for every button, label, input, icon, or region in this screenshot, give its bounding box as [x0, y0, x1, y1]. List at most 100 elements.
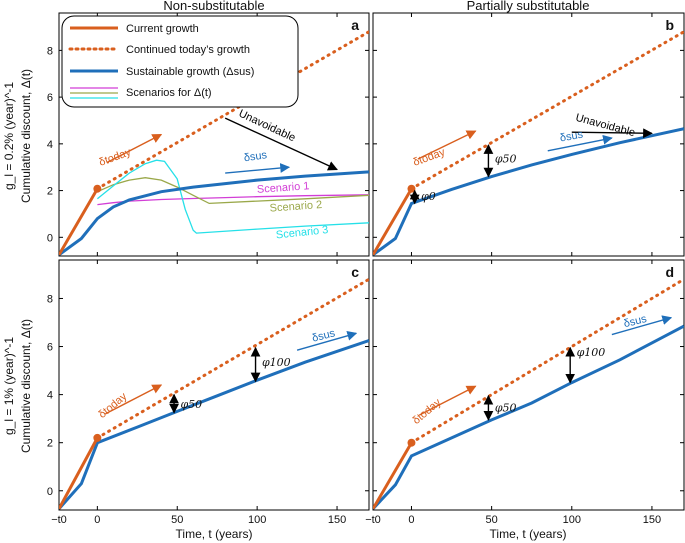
- unavoidable-arrow: [224, 117, 338, 171]
- delta-sus-label: δsus: [311, 327, 337, 344]
- series-continued-growth: [95, 30, 369, 191]
- y-tick-label: 6: [47, 92, 53, 104]
- delta-sus-label: δsus: [623, 313, 649, 330]
- delta-today-arrow: [417, 130, 477, 160]
- scenario-2-label: Scenario 2: [269, 199, 322, 215]
- panel-frame: [58, 259, 370, 511]
- legend: Current growth Continued today’s growth …: [61, 15, 299, 108]
- series-scenario-1: [97, 194, 369, 206]
- plot-area: [59, 30, 369, 256]
- today-point: [407, 438, 416, 447]
- ylabel-bottom-text: Cumulative discount, Δ(t): [19, 319, 33, 453]
- y-tick-label: 2: [47, 438, 53, 450]
- x-tick-label: 0: [94, 514, 100, 526]
- panel-letter: c: [351, 264, 359, 280]
- legend-label-continued: Continued today’s growth: [126, 44, 250, 56]
- series-scenario-3: [96, 159, 369, 234]
- y-tick-label: 2: [47, 186, 53, 198]
- delta-sus-label: δsus: [243, 149, 268, 164]
- unavoidable-label: Unavoidable: [237, 108, 297, 145]
- y-tick-label: 0: [47, 232, 53, 244]
- ylabel-top: Cumulative discount, Δ(t): [19, 69, 33, 203]
- scenario-1-label: Scenario 1: [257, 180, 310, 196]
- series-continued-growth: [410, 277, 684, 445]
- y-tick-label: 8: [47, 45, 53, 57]
- y-tick-label: 4: [47, 390, 53, 402]
- delta-today-arrow: [105, 384, 163, 415]
- delta-today-arrow: [106, 133, 163, 164]
- phi0-label: φ0: [421, 190, 436, 203]
- x-tick-label: 100: [563, 514, 581, 526]
- today-point: [93, 433, 102, 442]
- delta-today-label: δtoday: [97, 146, 133, 169]
- panel-letter: d: [665, 264, 674, 280]
- delta-today-label: δtoday: [410, 396, 443, 427]
- series-sustainable-growth: [59, 170, 369, 256]
- x-tick-label: 50: [171, 514, 183, 526]
- unavoidable-arrow: [571, 128, 653, 139]
- row-label-top-text: g_l = 0.2% (year)^-1: [2, 82, 16, 190]
- legend-label-current: Current growth: [126, 23, 199, 35]
- series-current-growth: [373, 441, 413, 510]
- plot-area: [373, 277, 684, 510]
- xlabel-right: Time, t (years): [490, 527, 567, 541]
- ylabel-bottom: Cumulative discount, Δ(t): [19, 319, 33, 453]
- delta-today-arrow: [419, 385, 477, 416]
- panel-letter: a: [351, 17, 359, 33]
- panel-frame: [58, 12, 370, 257]
- column-title-non-substitutable: Non-substitutable: [163, 0, 264, 13]
- panel-c: c −t0 0 50 100 150 0 2 4 6 8 δtoday δsus φ50 φ100: [47, 259, 370, 526]
- x-tick-label: −t0: [51, 514, 67, 526]
- x-tick-label: 50: [486, 514, 498, 526]
- ylabel-top-text: Cumulative discount, Δ(t): [19, 69, 33, 203]
- delta-sus-arrow: [547, 134, 613, 152]
- row-label-top: g_l = 0.2% (year)^-1: [2, 82, 16, 190]
- phi50-label: φ50: [495, 401, 517, 414]
- delta-sus-arrow: [225, 163, 291, 174]
- series-scenario-2: [97, 177, 369, 205]
- column-title-partially-substitutable: Partially substitutable: [467, 0, 590, 13]
- series-continued-growth: [410, 30, 684, 191]
- row-label-bottom-text: g_l = 1% (year)^-1: [2, 337, 16, 435]
- y-tick-label: 0: [47, 486, 53, 498]
- phi50-label: φ50: [180, 398, 202, 411]
- legend-box: [61, 15, 299, 108]
- today-point: [93, 184, 102, 193]
- x-tick-label: 100: [248, 514, 266, 526]
- panel-letter: b: [665, 17, 674, 33]
- phi100-label: φ100: [577, 346, 606, 359]
- panel-d: d −t0 0 50 100 150 δtoday δsus φ50 φ100: [365, 259, 685, 526]
- delta-sus-label: δsus: [559, 129, 584, 145]
- panel-frame: [372, 12, 685, 257]
- x-tick-label: 150: [643, 514, 661, 526]
- legend-label-sustainable: Sustainable growth (Δsus): [126, 66, 254, 78]
- x-tick-label: 0: [408, 514, 414, 526]
- legend-label-scenarios: Scenarios for Δ(t): [126, 87, 212, 99]
- delta-sus-arrow: [296, 331, 358, 351]
- series-sustainable-growth: [373, 127, 684, 256]
- series-continued-growth: [95, 277, 369, 440]
- x-tick-label: 150: [328, 514, 346, 526]
- row-label-bottom: g_l = 1% (year)^-1: [2, 337, 16, 435]
- series-current-growth: [59, 437, 99, 510]
- x-tick-label: −t0: [365, 514, 381, 526]
- plot-area: [59, 277, 369, 510]
- delta-today-label: δtoday: [412, 146, 448, 169]
- xlabel-left: Time, t (years): [176, 527, 253, 541]
- y-tick-label: 6: [47, 342, 53, 354]
- delta-sus-arrow: [611, 315, 673, 336]
- y-tick-label: 8: [47, 293, 53, 305]
- scenario-3-label: Scenario 3: [275, 224, 329, 241]
- unavoidable-label: Unavoidable: [574, 112, 636, 139]
- series-sustainable-growth: [59, 339, 369, 510]
- plot-area: [373, 30, 684, 256]
- y-tick-label: 4: [47, 139, 53, 151]
- phi100-label: φ100: [262, 356, 291, 369]
- series-current-growth: [373, 187, 413, 256]
- phi50-label: φ50: [495, 153, 517, 166]
- panel-a: a 0 2 4 6 8 δtoday Unavoidable δsus Scenario 1 Sce…: [47, 12, 370, 257]
- delta-today-label: δtoday: [96, 390, 129, 421]
- series-current-growth: [59, 187, 99, 256]
